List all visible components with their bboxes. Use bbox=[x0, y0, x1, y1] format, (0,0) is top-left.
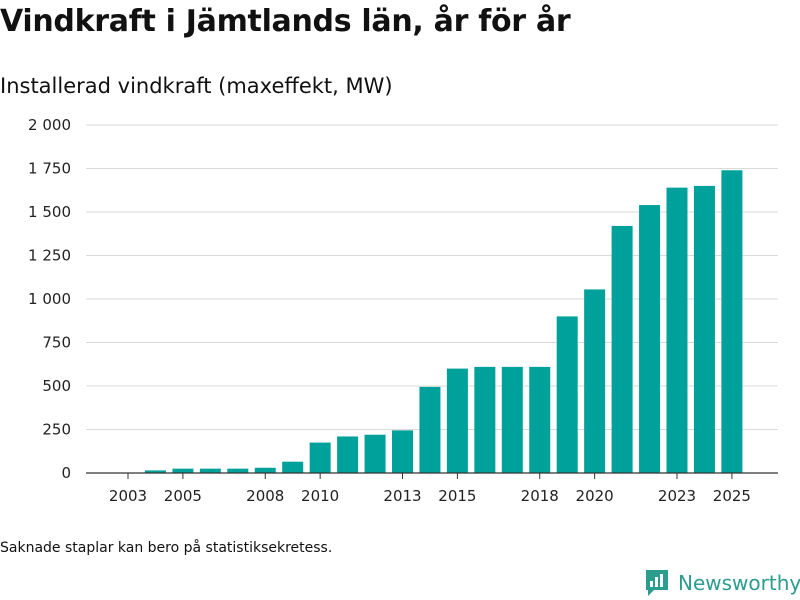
bar-2024 bbox=[693, 185, 715, 473]
footnote: Saknade staplar kan bero på statistiksek… bbox=[0, 540, 333, 556]
x-tick-label: 2025 bbox=[713, 487, 751, 505]
x-tick-label: 2015 bbox=[438, 487, 476, 505]
y-tick-label: 500 bbox=[42, 377, 71, 395]
newsworthy-logo-icon bbox=[646, 570, 668, 596]
axes: 0 250 500 750 1 000 1 250 1 500 1 750 2 000 2003 2… bbox=[28, 116, 778, 505]
y-tick-label: 250 bbox=[42, 421, 71, 439]
brand: Newsworthy bbox=[644, 568, 800, 598]
bar-2009 bbox=[282, 461, 304, 473]
x-tick-label: 2018 bbox=[521, 487, 559, 505]
bar-2006 bbox=[199, 468, 221, 473]
x-tick-label: 2008 bbox=[246, 487, 284, 505]
bars bbox=[144, 170, 743, 474]
bar-2012 bbox=[364, 434, 386, 473]
bar-2019 bbox=[556, 316, 578, 473]
x-tick-label: 2020 bbox=[576, 487, 614, 505]
bar-2025 bbox=[721, 170, 743, 474]
chart-title: Vindkraft i Jämtlands län, år för år bbox=[0, 4, 571, 39]
bar-2020 bbox=[584, 289, 606, 473]
bar-2023 bbox=[666, 187, 688, 473]
x-tick-label: 2013 bbox=[383, 487, 421, 505]
bar-2013 bbox=[392, 430, 413, 473]
bar-chart: 0 250 500 750 1 000 1 250 1 500 1 750 2 000 2003 2… bbox=[28, 116, 778, 505]
bar-2021 bbox=[611, 225, 633, 473]
bar-2017 bbox=[501, 366, 523, 473]
bar-2022 bbox=[639, 205, 661, 474]
bar-2010 bbox=[309, 442, 331, 473]
bar-2011 bbox=[337, 436, 359, 473]
y-tick-label: 750 bbox=[42, 334, 71, 352]
brand-name: Newsworthy bbox=[678, 571, 800, 595]
y-tick-label: 1 000 bbox=[28, 290, 71, 308]
bar-2018 bbox=[529, 366, 551, 473]
grid-lines bbox=[86, 124, 778, 430]
bar-2014 bbox=[419, 386, 441, 473]
y-tick-label: 1 750 bbox=[28, 160, 71, 178]
x-tick-label: 2010 bbox=[301, 487, 339, 505]
y-tick-label: 2 000 bbox=[28, 116, 71, 134]
x-tick-label: 2005 bbox=[164, 487, 202, 505]
y-tick-label: 0 bbox=[61, 464, 71, 482]
bar-2004 bbox=[144, 470, 166, 473]
bar-2007 bbox=[227, 468, 249, 473]
y-tick-label: 1 500 bbox=[28, 203, 71, 221]
bar-2008 bbox=[254, 467, 276, 473]
x-tick-label: 2023 bbox=[658, 487, 696, 505]
bar-2016 bbox=[474, 366, 496, 473]
y-tick-label: 1 250 bbox=[28, 247, 71, 265]
chart-subtitle: Installerad vindkraft (maxeffekt, MW) bbox=[0, 74, 393, 98]
bar-2005 bbox=[172, 468, 194, 473]
x-tick-label: 2003 bbox=[109, 487, 147, 505]
bar-2015 bbox=[446, 368, 468, 473]
